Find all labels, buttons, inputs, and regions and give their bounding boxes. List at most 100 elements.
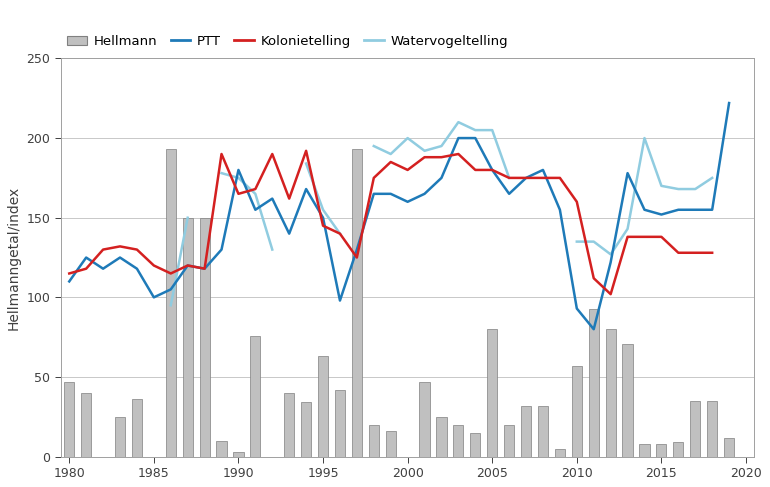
Kolonietelling [166, 271, 176, 277]
PTT [657, 212, 666, 218]
Kolonietelling [606, 291, 615, 297]
Kolonietelling [319, 223, 328, 228]
Kolonietelling [352, 255, 361, 261]
Bar [182, 218, 192, 457]
Kolonietelling [708, 250, 717, 256]
Kolonietelling [335, 231, 344, 237]
PTT [302, 186, 311, 192]
Kolonietelling [504, 175, 514, 181]
PTT [437, 175, 446, 181]
Kolonietelling [200, 266, 209, 272]
Bar [588, 308, 599, 457]
Watervogeltelling [166, 302, 176, 308]
Kolonietelling [589, 275, 598, 281]
Kolonietelling [116, 244, 125, 249]
Kolonietelling [487, 167, 497, 173]
Kolonietelling [691, 250, 700, 256]
PTT [538, 167, 547, 173]
Bar [335, 390, 345, 457]
PTT [217, 246, 226, 252]
PTT [251, 207, 260, 213]
Kolonietelling [640, 234, 649, 240]
Kolonietelling [99, 246, 108, 252]
Kolonietelling [268, 151, 277, 157]
Bar [707, 401, 717, 457]
Bar [470, 433, 480, 457]
PTT [352, 246, 361, 252]
Kolonietelling [132, 246, 142, 252]
PTT [166, 286, 176, 292]
Kolonietelling [386, 159, 395, 165]
Kolonietelling [454, 151, 463, 157]
Bar [622, 343, 633, 457]
PTT [403, 199, 412, 205]
PTT [454, 135, 463, 141]
Kolonietelling [403, 167, 412, 173]
PTT [691, 207, 700, 213]
Bar [656, 444, 667, 457]
PTT [572, 305, 581, 311]
Bar [369, 425, 379, 457]
PTT [149, 295, 159, 300]
Kolonietelling [149, 262, 159, 268]
Kolonietelling [521, 175, 531, 181]
Kolonietelling [674, 250, 683, 256]
PTT [386, 191, 395, 197]
PTT [65, 279, 74, 284]
PTT [521, 175, 531, 181]
Kolonietelling [437, 154, 446, 160]
PTT [234, 167, 243, 173]
Bar [420, 382, 430, 457]
Kolonietelling [302, 148, 311, 154]
Kolonietelling [572, 199, 581, 205]
Bar [437, 417, 447, 457]
Kolonietelling [657, 234, 666, 240]
PTT [420, 191, 429, 197]
Kolonietelling [251, 186, 260, 192]
PTT [99, 266, 108, 272]
PTT [470, 135, 480, 141]
PTT [504, 191, 514, 197]
Kolonietelling [285, 196, 294, 202]
PTT [268, 196, 277, 202]
Bar [352, 149, 362, 457]
Bar [250, 336, 260, 457]
Bar [454, 425, 464, 457]
Bar [64, 382, 75, 457]
Bar [318, 356, 328, 457]
Bar [504, 425, 514, 457]
PTT [82, 255, 91, 261]
Kolonietelling [538, 175, 547, 181]
Bar [673, 442, 684, 457]
Bar [690, 401, 701, 457]
Kolonietelling [82, 266, 91, 272]
PTT [369, 191, 378, 197]
PTT [487, 167, 497, 173]
Legend: Hellmann, PTT, Kolonietelling, Watervogeltelling: Hellmann, PTT, Kolonietelling, Watervoge… [68, 35, 508, 48]
Bar [639, 444, 650, 457]
Kolonietelling [183, 262, 192, 268]
Line: Kolonietelling: Kolonietelling [69, 151, 712, 294]
Bar [115, 417, 125, 457]
Bar [233, 452, 243, 457]
PTT [725, 100, 734, 106]
Kolonietelling [420, 154, 429, 160]
Kolonietelling [369, 175, 378, 181]
Bar [605, 329, 616, 457]
Bar [216, 441, 226, 457]
PTT [183, 262, 192, 268]
Line: Watervogeltelling: Watervogeltelling [171, 218, 188, 305]
Bar [572, 366, 582, 457]
Kolonietelling [555, 175, 564, 181]
PTT [555, 207, 564, 213]
Bar [132, 399, 142, 457]
PTT [589, 326, 598, 332]
Kolonietelling [470, 167, 480, 173]
Bar [166, 149, 176, 457]
Bar [301, 402, 311, 457]
Y-axis label: Hellmanngetal/index: Hellmanngetal/index [7, 186, 21, 330]
PTT [606, 260, 615, 265]
Bar [555, 449, 565, 457]
Kolonietelling [234, 191, 243, 197]
Kolonietelling [623, 234, 632, 240]
